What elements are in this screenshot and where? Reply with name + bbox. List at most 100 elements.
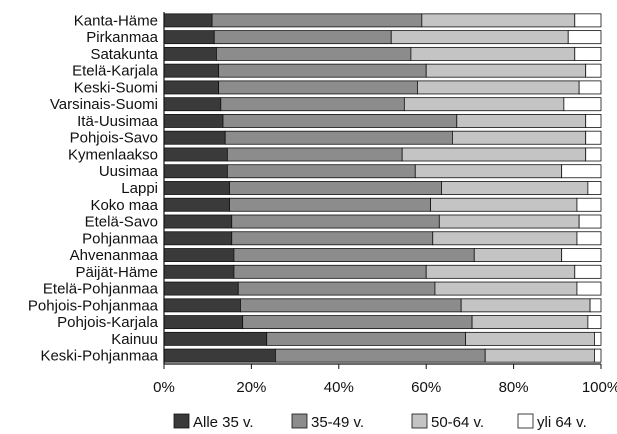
bar-kymenlaakso-series-3	[401, 147, 587, 162]
bar-pohjanmaa-series-3	[432, 231, 578, 246]
x-axis: 0% 20% 40% 60% 80% 100%	[153, 12, 617, 396]
bar-keski-pohjanmaa-series-3	[484, 348, 595, 363]
category-label-pohjanmaa: Pohjanmaa	[82, 230, 159, 247]
bar-pohjois-karjala-series-3	[471, 315, 589, 330]
category-label-it-uusimaa: Itä-Uusimaa	[77, 113, 159, 130]
bar-uusimaa-series-3	[414, 164, 563, 179]
bar-keski-pohjanmaa-series-1	[163, 348, 276, 363]
legend-label-4: yli 64 v.	[537, 414, 587, 431]
bar-keski-suomi-series-1	[163, 80, 220, 95]
bar-koko-maa-series-2	[229, 197, 431, 212]
category-label-koko-maa: Koko maa	[90, 197, 158, 214]
bar-etel-savo-series-2	[231, 214, 440, 229]
bar-etel-savo-series-4	[578, 214, 602, 229]
category-label-kanta-h-me: Kanta-Häme	[74, 12, 158, 29]
category-label-etel-pohjanmaa: Etelä-Pohjanmaa	[43, 281, 159, 298]
bar-ahvenanmaa-series-1	[163, 248, 235, 262]
category-label-ahvenanmaa: Ahvenanmaa	[70, 247, 159, 264]
category-label-kymenlaakso: Kymenlaakso	[68, 146, 158, 163]
bar-pohjois-pohjanmaa-series-1	[163, 298, 241, 313]
x-tick-label: 20%	[236, 379, 266, 396]
bar-p-ij-t-h-me-series-4	[574, 264, 602, 279]
category-label-kainuu: Kainuu	[111, 331, 158, 348]
legend-label-2: 35-49 v.	[311, 414, 364, 431]
bar-pohjois-karjala-series-1	[163, 315, 244, 330]
bar-varsinais-suomi-series-3	[403, 97, 565, 112]
bar-pohjois-karjala-series-2	[242, 315, 473, 330]
bar-kanta-h-me-series-1	[163, 13, 213, 28]
bar-pohjanmaa-series-1	[163, 231, 233, 246]
bar-uusimaa-series-2	[226, 164, 416, 179]
bar-satakunta-series-2	[216, 46, 412, 61]
bar-pohjois-savo-series-1	[163, 130, 226, 145]
bar-pirkanmaa-series-1	[163, 30, 215, 45]
legend-label-1: Alle 35 v.	[193, 414, 254, 431]
bar-it-uusimaa-series-1	[163, 114, 224, 128]
x-tick-label: 100%	[582, 379, 617, 396]
bar-etel-karjala-series-4	[585, 63, 602, 78]
legend-swatch-4	[517, 413, 534, 429]
bar-pirkanmaa-series-2	[213, 30, 392, 45]
bar-kymenlaakso-series-4	[585, 147, 602, 162]
bar-uusimaa-series-4	[561, 164, 602, 179]
legend-label-3: 50-64 v.	[431, 414, 484, 431]
bar-pohjanmaa-series-4	[576, 231, 602, 246]
bar-pohjois-pohjanmaa-series-2	[240, 298, 462, 313]
category-label-lappi: Lappi	[121, 180, 158, 197]
category-label-pohjois-savo: Pohjois-Savo	[70, 130, 158, 147]
legend: Alle 35 v. 35-49 v. 50-64 v. yli 64 v.	[173, 413, 587, 431]
bar-kainuu-series-2	[266, 331, 466, 346]
bar-satakunta-series-4	[574, 46, 602, 61]
category-label-satakunta: Satakunta	[90, 46, 158, 63]
category-labels: Kanta-HämePirkanmaaSatakuntaEtelä-Karjal…	[28, 12, 159, 364]
bar-pohjois-savo-series-2	[224, 130, 453, 145]
bar-kainuu-series-3	[465, 331, 595, 346]
bar-etel-pohjanmaa-series-3	[434, 281, 578, 296]
bar-varsinais-suomi-series-2	[220, 97, 405, 112]
category-label-varsinais-suomi: Varsinais-Suomi	[50, 96, 158, 113]
bar-p-ij-t-h-me-series-2	[233, 264, 427, 279]
bar-pohjois-karjala-series-4	[587, 315, 602, 330]
bar-pirkanmaa-series-3	[390, 30, 569, 45]
x-tick-label: 80%	[499, 379, 529, 396]
bar-pohjois-savo-series-3	[452, 130, 587, 145]
bar-it-uusimaa-series-4	[585, 114, 602, 128]
bar-kainuu-series-1	[163, 331, 268, 346]
bar-ahvenanmaa-series-4	[561, 248, 602, 262]
bar-uusimaa-series-1	[163, 164, 228, 179]
bar-etel-pohjanmaa-series-4	[576, 281, 602, 296]
bar-etel-karjala-series-2	[218, 63, 427, 78]
bar-koko-maa-series-1	[163, 197, 230, 212]
bar-etel-savo-series-3	[438, 214, 580, 229]
legend-swatch-1	[173, 413, 190, 429]
bar-lappi-series-3	[441, 181, 589, 195]
x-tick-label: 60%	[411, 379, 441, 396]
bar-p-ij-t-h-me-series-3	[425, 264, 576, 279]
bar-keski-suomi-series-3	[417, 80, 580, 95]
bar-pohjois-pohjanmaa-series-3	[460, 298, 591, 313]
x-tick-label: 40%	[324, 379, 354, 396]
bar-kainuu-series-4	[594, 331, 602, 346]
category-label-etel-savo: Etelä-Savo	[85, 214, 158, 231]
bar-keski-pohjanmaa-series-2	[275, 348, 486, 363]
category-label-uusimaa: Uusimaa	[99, 163, 159, 180]
bar-koko-maa-series-4	[576, 197, 602, 212]
bar-lappi-series-1	[163, 181, 230, 195]
bar-it-uusimaa-series-3	[456, 114, 587, 128]
bar-satakunta-series-3	[410, 46, 576, 61]
legend-swatch-2	[291, 413, 308, 429]
bar-lappi-series-2	[229, 181, 442, 195]
category-label-p-ij-t-h-me: Päijät-Häme	[75, 264, 158, 281]
bar-satakunta-series-1	[163, 46, 217, 61]
category-label-pohjois-pohjanmaa: Pohjois-Pohjanmaa	[28, 297, 159, 314]
bar-it-uusimaa-series-2	[222, 114, 458, 128]
bar-etel-karjala-series-1	[163, 63, 220, 78]
bar-koko-maa-series-3	[430, 197, 578, 212]
bar-kanta-h-me-series-2	[211, 13, 423, 28]
bar-kymenlaakso-series-1	[163, 147, 228, 162]
bar-varsinais-suomi-series-1	[163, 97, 222, 112]
bar-kanta-h-me-series-4	[574, 13, 602, 28]
category-label-pirkanmaa: Pirkanmaa	[86, 29, 158, 46]
bar-ahvenanmaa-series-2	[233, 248, 475, 262]
